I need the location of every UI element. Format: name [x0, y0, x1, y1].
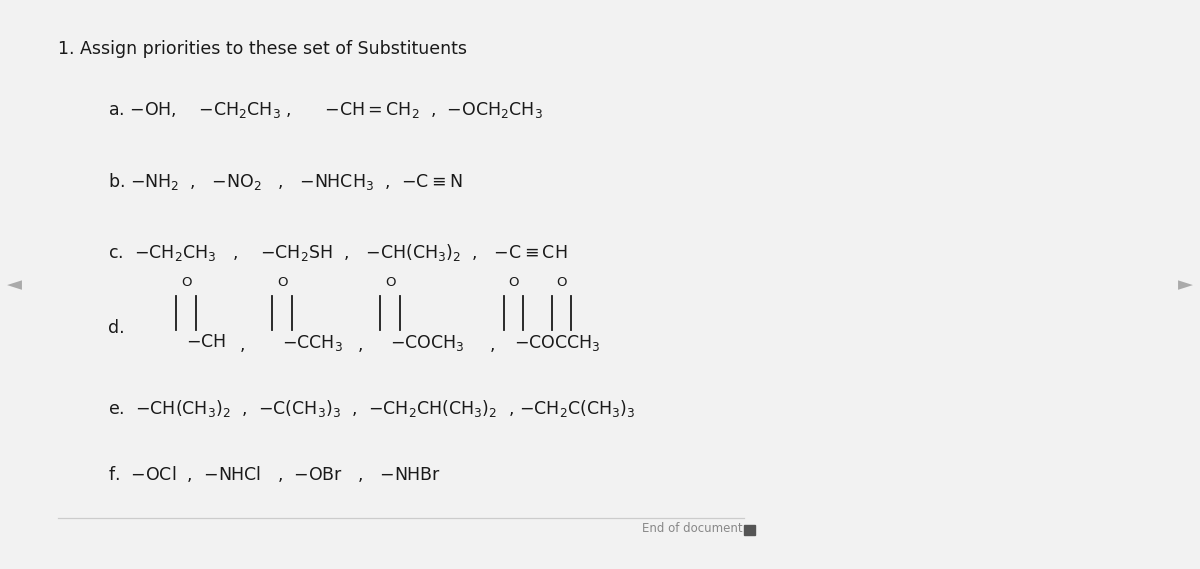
- Text: f.  $-$OCl  ,  $-$NHCl   ,  $-$OBr   ,   $-$NHBr: f. $-$OCl , $-$NHCl , $-$OBr , $-$NHBr: [108, 464, 440, 484]
- Text: a. $-$OH,    $-$CH$_2$CH$_3$ ,      $-$CH$=$CH$_2$  ,  $-$OCH$_2$CH$_3$: a. $-$OH, $-$CH$_2$CH$_3$ , $-$CH$=$CH$_…: [108, 100, 542, 119]
- Text: ,: ,: [358, 336, 364, 354]
- Text: O: O: [181, 276, 191, 289]
- Bar: [744, 525, 755, 535]
- Text: d.: d.: [108, 319, 125, 337]
- Text: O: O: [277, 276, 287, 289]
- Text: $-$CCH$_3$: $-$CCH$_3$: [282, 333, 343, 353]
- Text: 1. Assign priorities to these set of Substituents: 1. Assign priorities to these set of Sub…: [58, 40, 467, 58]
- Text: End of document: End of document: [642, 522, 743, 534]
- Text: ►: ►: [1178, 275, 1193, 294]
- Text: $-$COCH$_3$: $-$COCH$_3$: [390, 333, 464, 353]
- Text: O: O: [509, 276, 518, 289]
- Text: c.  $-$CH$_2$CH$_3$   ,    $-$CH$_2$SH  ,   $-$CH(CH$_3$)$_2$  ,   $-$C$\equiv$C: c. $-$CH$_2$CH$_3$ , $-$CH$_2$SH , $-$CH…: [108, 242, 568, 263]
- Text: O: O: [385, 276, 395, 289]
- Text: b. $-$NH$_2$  ,   $-$NO$_2$   ,   $-$NHCH$_3$  ,  $-$C$\equiv$N: b. $-$NH$_2$ , $-$NO$_2$ , $-$NHCH$_3$ ,…: [108, 171, 462, 192]
- Text: ◄: ◄: [7, 275, 22, 294]
- Text: ,: ,: [490, 336, 496, 354]
- Text: e.  $-$CH(CH$_3$)$_2$  ,  $-$C(CH$_3$)$_3$  ,  $-$CH$_2$CH(CH$_3$)$_2$  , $-$CH$: e. $-$CH(CH$_3$)$_2$ , $-$C(CH$_3$)$_3$ …: [108, 398, 636, 419]
- Text: O: O: [557, 276, 566, 289]
- Text: ,: ,: [240, 336, 246, 354]
- Text: $-$COCCH$_3$: $-$COCCH$_3$: [514, 333, 600, 353]
- Text: $-$CH: $-$CH: [186, 333, 226, 351]
